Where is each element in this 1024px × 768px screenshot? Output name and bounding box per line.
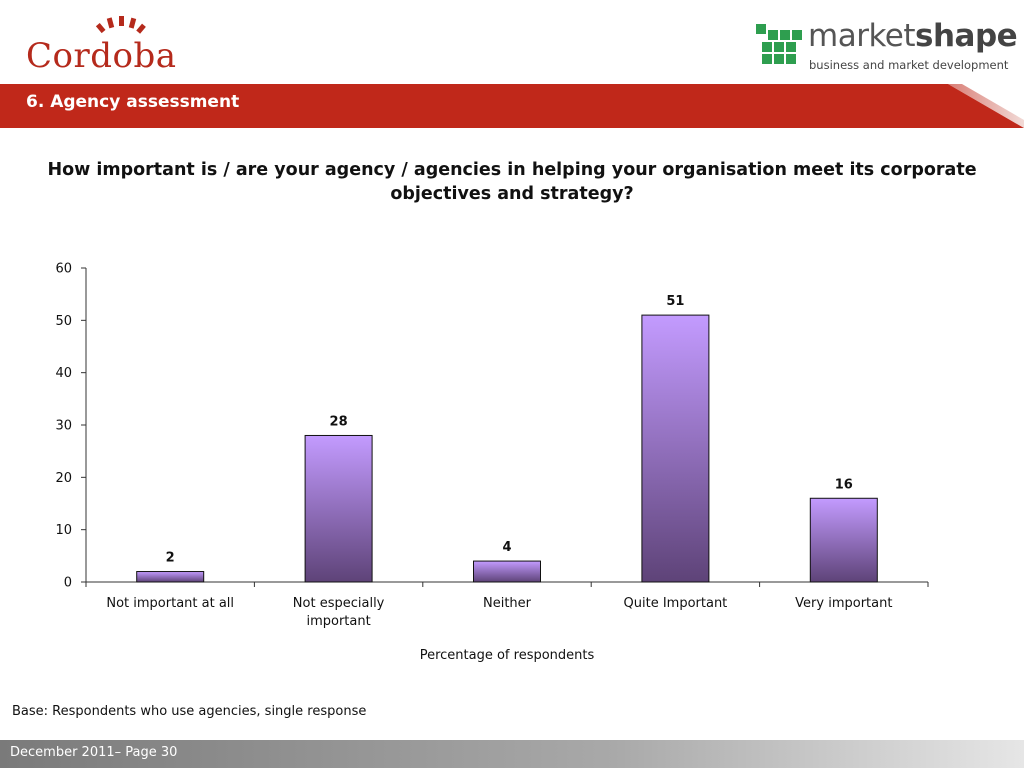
cordoba-logo-text: Cordoba bbox=[26, 36, 177, 76]
marketshape-grid-icon bbox=[756, 24, 802, 64]
brand-bold: shape bbox=[915, 18, 1018, 54]
section-title: 6. Agency assessment bbox=[26, 92, 240, 112]
data-label: 4 bbox=[502, 540, 511, 555]
y-tick-label: 20 bbox=[55, 471, 72, 486]
x-tick-label: Not important at all bbox=[106, 596, 234, 611]
marketshape-logo: marketshape business and market developm… bbox=[756, 18, 1018, 78]
x-tick-label: Quite Important bbox=[624, 596, 728, 611]
bar bbox=[304, 434, 373, 583]
y-tick-label: 40 bbox=[55, 366, 72, 381]
y-tick-label: 10 bbox=[55, 523, 72, 538]
brand-light: market bbox=[808, 18, 916, 54]
base-note: Base: Respondents who use agencies, sing… bbox=[12, 704, 367, 719]
bar bbox=[136, 571, 205, 583]
x-axis-title: Percentage of respondents bbox=[420, 648, 595, 663]
bar-chart: 0 10 20 30 40 50 60 2 Not important at all 28 Not… bbox=[55, 262, 929, 663]
x-tick-label: Neither bbox=[483, 596, 532, 611]
data-label: 28 bbox=[330, 414, 348, 429]
data-label: 51 bbox=[666, 294, 684, 309]
y-tick-label: 30 bbox=[55, 419, 72, 434]
y-tick-label: 0 bbox=[64, 576, 72, 591]
chart-question: How important is / are your agency / age… bbox=[47, 160, 977, 204]
bar bbox=[473, 560, 541, 583]
y-tick-label: 50 bbox=[55, 314, 72, 329]
marketshape-tagline: business and market development bbox=[809, 58, 1009, 72]
x-tick-label: Very important bbox=[795, 596, 892, 611]
bar bbox=[809, 497, 878, 583]
data-label: 2 bbox=[166, 551, 175, 566]
section-banner bbox=[0, 84, 1024, 128]
bar bbox=[641, 314, 710, 583]
x-tick-label: important bbox=[306, 614, 370, 629]
cordoba-logo: Cordoba bbox=[22, 14, 192, 78]
data-label: 16 bbox=[835, 477, 853, 492]
footer-bar bbox=[0, 740, 1024, 768]
marketshape-brand: marketshape bbox=[808, 18, 1018, 54]
sunburst-icon bbox=[95, 16, 146, 34]
footer-text: December 2011– Page 30 bbox=[10, 745, 178, 760]
y-tick-label: 60 bbox=[55, 262, 72, 277]
x-tick-label: Not especially bbox=[293, 596, 385, 611]
